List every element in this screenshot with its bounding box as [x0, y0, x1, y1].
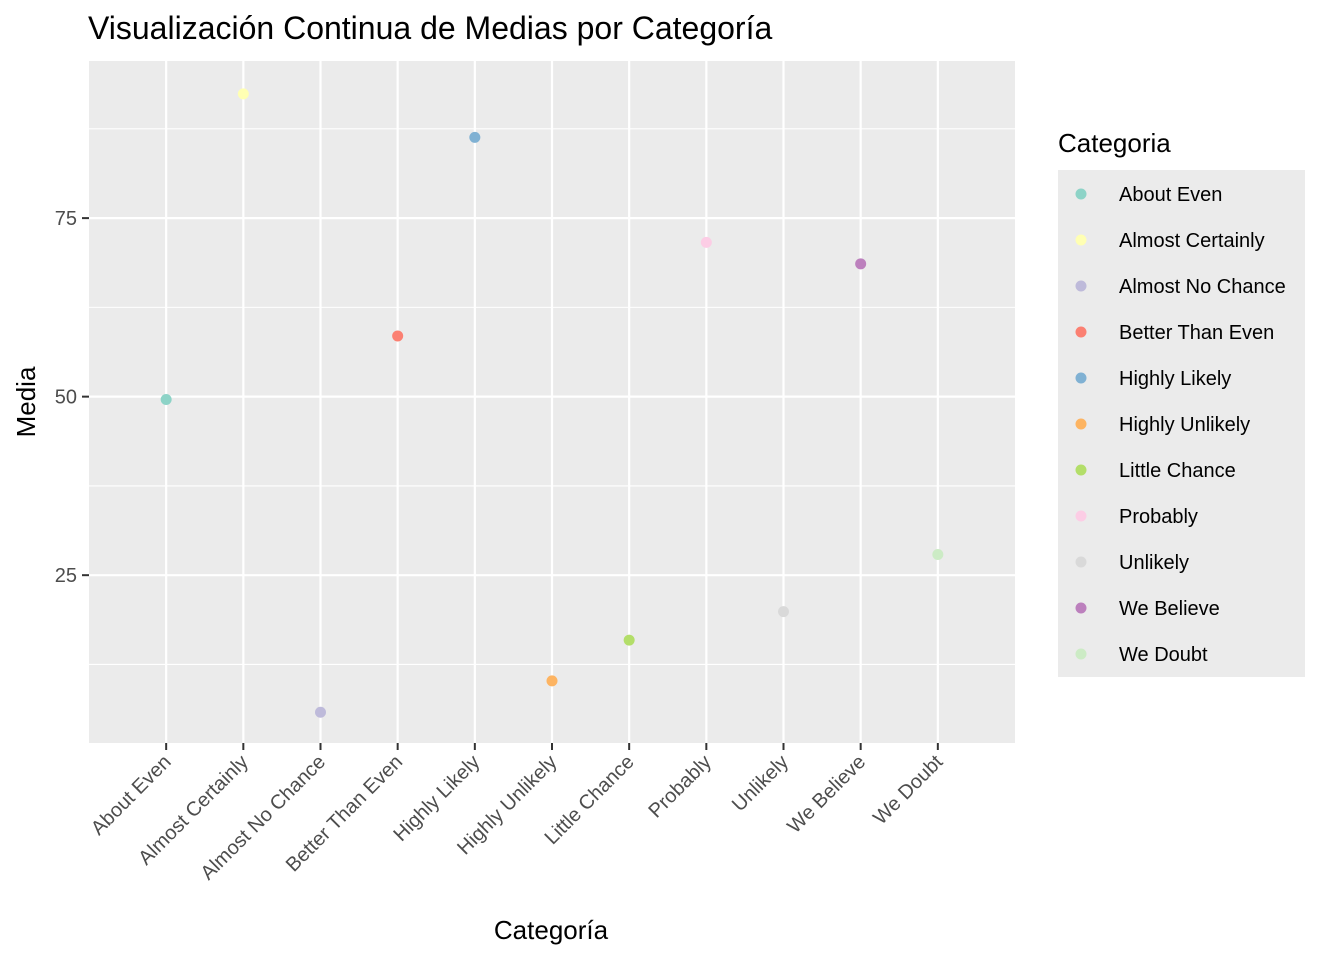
- y-tick-label: 50: [55, 387, 77, 409]
- legend-key: [1075, 510, 1087, 522]
- data-point: [700, 236, 712, 248]
- legend-key: [1075, 418, 1087, 430]
- data-point: [160, 394, 172, 406]
- data-point: [778, 606, 789, 618]
- data-points: [160, 88, 944, 718]
- legend-key-background: [1058, 170, 1305, 677]
- y-axis-title: Media: [11, 366, 41, 437]
- data-point: [855, 258, 867, 270]
- x-tick-label: We Believe: [783, 751, 870, 838]
- data-point: [546, 675, 558, 687]
- data-point: [237, 88, 249, 100]
- data-point: [623, 634, 635, 646]
- data-point: [315, 706, 326, 718]
- legend-title: Categoria: [1058, 128, 1171, 158]
- legend-key: [1075, 464, 1087, 476]
- legend-key: [1075, 602, 1087, 614]
- legend-key: [1075, 556, 1087, 568]
- legend-key: [1075, 326, 1087, 338]
- legend-label: Almost No Chance: [1119, 276, 1286, 298]
- legend-label: Unlikely: [1119, 552, 1189, 574]
- legend-label: Almost Certainly: [1119, 230, 1265, 252]
- legend-label: Highly Unlikely: [1119, 414, 1250, 436]
- legend-key: [1075, 372, 1087, 384]
- data-point: [469, 131, 481, 143]
- legend-key: [1075, 280, 1087, 292]
- legend-label: About Even: [1119, 184, 1222, 206]
- x-tick-label: We Doubt: [869, 751, 947, 829]
- legend-label: Better Than Even: [1119, 322, 1274, 344]
- legend-label: Highly Likely: [1119, 368, 1231, 390]
- legend-label: Little Chance: [1119, 460, 1236, 482]
- y-axis: 25 50 75: [55, 208, 89, 587]
- major-gridlines: [89, 61, 1015, 743]
- legend-key: [1075, 234, 1087, 246]
- legend-label: We Believe: [1119, 598, 1220, 620]
- y-tick-label: 25: [55, 565, 77, 587]
- legend-label: Probably: [1119, 506, 1198, 528]
- chart-title: Visualización Continua de Medias por Cat…: [88, 10, 772, 46]
- legend-key: [1075, 188, 1087, 200]
- y-tick-label: 75: [55, 208, 77, 230]
- data-point: [392, 330, 404, 342]
- x-tick-label: Probably: [644, 751, 715, 822]
- legend-key: [1075, 648, 1087, 660]
- x-tick-label: Unlikely: [728, 751, 793, 816]
- data-point: [932, 548, 944, 560]
- legend-label: We Doubt: [1119, 644, 1208, 666]
- legend: Categoria About Even Almost Certainly Almo…: [1058, 128, 1305, 677]
- x-axis-title: Categoría: [494, 915, 609, 945]
